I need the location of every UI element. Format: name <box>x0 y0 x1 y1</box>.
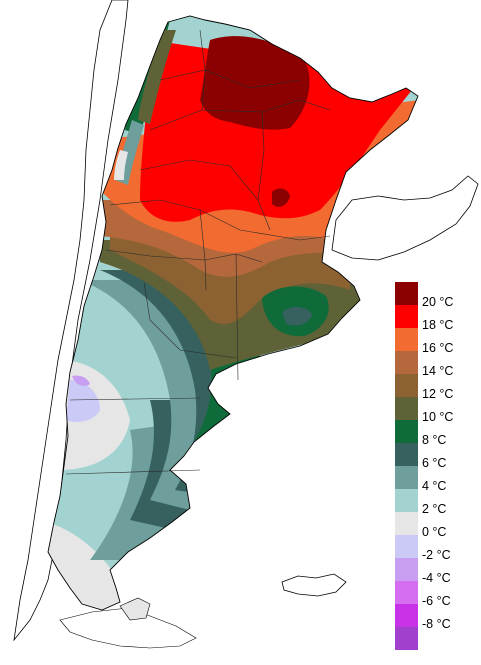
legend-label: 20 °C <box>422 295 454 309</box>
legend-swatch <box>395 420 418 443</box>
legend-label: -6 °C <box>422 594 451 608</box>
legend-item: -2 °C <box>395 535 475 562</box>
legend-label: 12 °C <box>422 387 454 401</box>
legend-item: 8 °C <box>395 420 475 447</box>
legend-swatch <box>395 351 418 374</box>
argentina-outline <box>47 15 419 611</box>
legend-item: 0 °C <box>395 512 475 539</box>
legend-item: 16 °C <box>395 328 475 355</box>
legend-item: 4 °C <box>395 466 475 493</box>
legend-label: -2 °C <box>422 548 451 562</box>
legend-label: 0 °C <box>422 525 447 539</box>
falklands-outline <box>281 573 347 597</box>
legend-item: 2 °C <box>395 489 475 516</box>
legend-swatch <box>395 466 418 489</box>
legend-label: 8 °C <box>422 433 447 447</box>
legend-item: 12 °C <box>395 374 475 401</box>
legend-swatch <box>395 581 418 604</box>
legend-label: 10 °C <box>422 410 454 424</box>
legend-swatch <box>395 397 418 420</box>
legend-label: -4 °C <box>422 571 451 585</box>
legend-swatch <box>395 558 418 581</box>
province-boundaries <box>65 29 331 475</box>
legend-label: 14 °C <box>422 364 454 378</box>
chile-outline <box>13 0 129 642</box>
legend-label: 16 °C <box>422 341 454 355</box>
legend-item: 20 °C <box>395 282 475 309</box>
legend-label: 2 °C <box>422 502 447 516</box>
legend-label: 4 °C <box>422 479 447 493</box>
legend-label: 18 °C <box>422 318 454 332</box>
legend-item: 6 °C <box>395 443 475 470</box>
legend-item: 10 °C <box>395 397 475 424</box>
legend-swatch <box>395 305 418 328</box>
legend-item: 18 °C <box>395 305 475 332</box>
southern-islands <box>59 597 197 649</box>
uruguay-outline <box>331 175 479 261</box>
legend-swatch <box>395 535 418 558</box>
legend-item: -4 °C <box>395 558 475 585</box>
legend-label: -8 °C <box>422 617 451 631</box>
legend-swatch <box>395 512 418 535</box>
legend-item: -6 °C <box>395 581 475 608</box>
neighbor-countries <box>13 0 479 642</box>
legend-item <box>395 627 475 650</box>
legend-swatch <box>395 282 418 305</box>
legend-swatch <box>395 489 418 512</box>
legend-swatch <box>395 604 418 627</box>
legend-label: 6 °C <box>422 456 447 470</box>
legend-swatch <box>395 328 418 351</box>
legend-item: 14 °C <box>395 351 475 378</box>
legend-swatch <box>395 443 418 466</box>
legend-swatch <box>395 627 418 650</box>
legend-swatch <box>395 374 418 397</box>
legend-item: -8 °C <box>395 604 475 631</box>
